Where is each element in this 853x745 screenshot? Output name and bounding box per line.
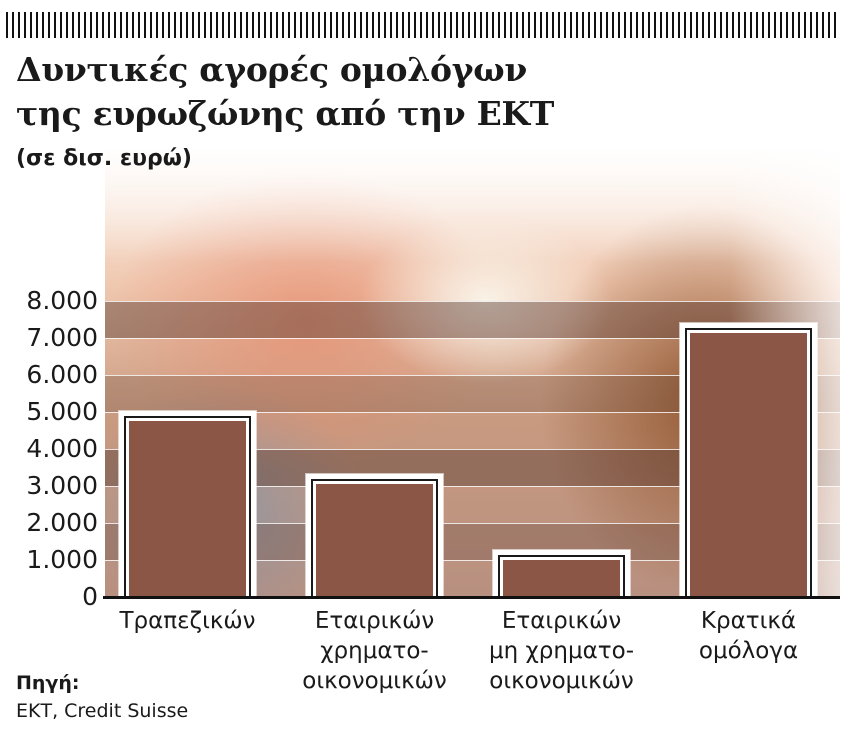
y-tick-5000: 5.000 [26, 397, 98, 426]
gridline-1000 [105, 560, 840, 561]
y-tick-7000: 7.000 [26, 323, 98, 352]
chart-subtitle: (σε δισ. ευρώ) [16, 146, 192, 171]
title-line-1: Δυντικές αγορές ομολόγων [16, 50, 527, 89]
bar-1 [119, 411, 256, 599]
category-label-4: Κρατικά ομόλογα [659, 606, 839, 666]
bar-fill [316, 484, 433, 597]
chart-title: Δυντικές αγορές ομολόγων της ευρωζώνης α… [16, 48, 554, 136]
bar-fill [129, 421, 246, 597]
source-text: ΕΚΤ, Credit Suisse [16, 700, 189, 722]
y-tick-3000: 3.000 [26, 471, 98, 500]
category-label-line: χρηματο- [320, 638, 429, 664]
gridline-2000 [105, 523, 840, 524]
bar-2 [306, 474, 443, 599]
y-tick-2000: 2.000 [26, 508, 98, 537]
category-label-1: Τραπεζικών [98, 606, 278, 636]
bar-outline [124, 416, 251, 597]
category-label-2: Εταιρικών χρηματο-οικονομικών [285, 606, 465, 696]
y-tick-6000: 6.000 [26, 360, 98, 389]
gridline-3000 [105, 486, 840, 487]
bar-outline [311, 479, 438, 597]
category-label-line: ομόλογα [698, 638, 799, 664]
title-line-2: της ευρωζώνης από την ΕΚΤ [16, 94, 555, 133]
bar-outline [685, 327, 812, 597]
gridline-6000 [105, 375, 840, 376]
category-label-line: οικονομικών [489, 668, 634, 694]
category-label-line: Εταιρικών [501, 608, 622, 634]
source-label: Πηγή: [16, 672, 80, 694]
gridline-8000 [105, 301, 840, 302]
y-tick-4000: 4.000 [26, 434, 98, 463]
bar-outline [498, 555, 625, 597]
y-tick-0: 0 [82, 582, 98, 611]
decorative-barcode-strip [6, 12, 836, 38]
x-axis-line [103, 596, 840, 599]
bar-4 [680, 322, 817, 599]
y-tick-8000: 8.000 [26, 286, 98, 315]
bar-fill [690, 332, 807, 597]
bar-3 [493, 550, 630, 599]
gridline-7000 [105, 338, 840, 339]
category-label-3: Εταιρικών μη χρηματο-οικονομικών [472, 606, 652, 696]
gridline-5000 [105, 412, 840, 413]
category-label-line: Εταιρικών [314, 608, 435, 634]
y-tick-1000: 1.000 [26, 545, 98, 574]
category-label-line: Τραπεζικών [119, 608, 256, 634]
category-label-line: Κρατικά [700, 608, 797, 634]
category-label-line: οικονομικών [302, 668, 447, 694]
bar-fill [503, 560, 620, 597]
category-label-line: μη χρηματο- [489, 638, 634, 664]
gridline-4000 [105, 449, 840, 450]
